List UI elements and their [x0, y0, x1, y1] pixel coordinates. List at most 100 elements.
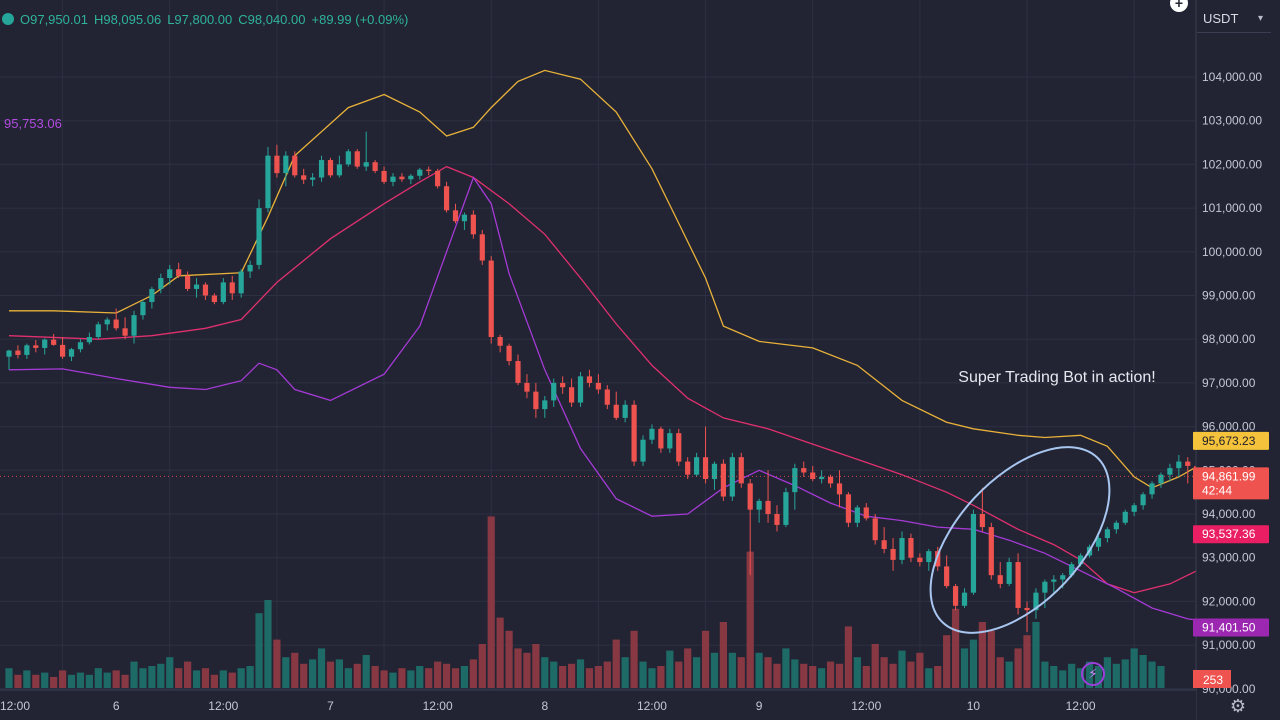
volume-bar: [478, 644, 486, 688]
candle-body: [336, 164, 343, 176]
candle: [1158, 472, 1164, 488]
candle: [640, 435, 646, 466]
candle-body: [926, 551, 932, 563]
candle-body: [613, 404, 619, 418]
change-value: +89.99 (+0.09%): [311, 11, 409, 27]
volume-bar: [255, 613, 263, 688]
volume-bar: [407, 670, 415, 688]
candle: [185, 271, 191, 292]
lightning-icon[interactable]: ⚡: [1081, 662, 1105, 686]
volume-bar: [862, 666, 870, 688]
price-badge-text: 95,673.23: [1202, 434, 1256, 448]
volume-bar: [389, 672, 397, 688]
volume-bar: [442, 663, 451, 688]
candle: [836, 470, 843, 508]
candle-body: [1167, 468, 1173, 475]
volume-bar: [576, 659, 585, 688]
price-badge-text: 93,537.36: [1202, 527, 1256, 541]
candle: [149, 286, 155, 309]
candle: [899, 531, 905, 565]
volume-bar: [559, 666, 567, 688]
volume-bar: [264, 600, 272, 688]
candle: [1185, 457, 1191, 484]
candle-body: [908, 538, 914, 558]
add-icon[interactable]: +: [1170, 0, 1188, 12]
volume-bar: [978, 622, 986, 688]
candle-body: [944, 566, 950, 587]
volume-bar: [943, 635, 951, 688]
volume-bar: [1014, 648, 1022, 688]
candle: [193, 278, 200, 298]
volume-bar: [1032, 622, 1040, 688]
candle: [122, 317, 128, 340]
currency-label: USDT: [1203, 11, 1239, 26]
candle: [24, 343, 30, 359]
volume-bar: [166, 657, 174, 688]
volume-bar: [5, 668, 13, 688]
volume-bar: [362, 655, 370, 688]
candle-body: [515, 361, 521, 383]
price-tick-label: 92,000.00: [1202, 594, 1256, 608]
volume-bar: [907, 661, 915, 688]
grid: [0, 0, 1242, 690]
price-tick-label: 104,000.00: [1202, 70, 1262, 84]
candle-body: [1131, 505, 1137, 512]
candle: [595, 374, 601, 394]
candle-body: [42, 339, 48, 348]
candle: [426, 166, 432, 176]
currency-selector[interactable]: USDT ▾: [1197, 5, 1271, 33]
candle-body: [122, 328, 128, 336]
candle: [515, 354, 521, 386]
volume-bar: [139, 668, 147, 688]
volume-bar: [1121, 659, 1129, 688]
volume-bar: [416, 666, 424, 688]
candle: [1104, 527, 1110, 543]
volume-bar: [630, 630, 638, 688]
volume-bar: [460, 666, 469, 688]
low-value: L97,800.00: [167, 11, 233, 27]
volume-bar: [898, 650, 906, 688]
candle: [1131, 503, 1137, 517]
volume-bar: [684, 648, 692, 688]
candle-body: [59, 344, 66, 357]
candle-body: [729, 457, 735, 497]
candle: [310, 173, 316, 187]
price-axis: [1196, 0, 1280, 720]
candle: [77, 339, 84, 353]
volume-bar: [14, 674, 22, 688]
candle-body: [1033, 592, 1039, 611]
indicator-value-label: 95,753.06: [4, 116, 62, 131]
candle: [1006, 557, 1012, 587]
gear-icon[interactable]: ⚙: [1229, 695, 1247, 716]
candle-body: [1095, 538, 1102, 547]
candle-body: [1051, 579, 1057, 582]
candle-body: [506, 345, 512, 362]
price-badge-upper: 95,673.23: [1193, 431, 1269, 450]
candle-body: [622, 404, 628, 418]
volume-bar: [505, 630, 513, 688]
candle-body: [292, 155, 298, 176]
candle-body: [211, 295, 217, 303]
candle: [15, 345, 21, 359]
candle-body: [935, 551, 941, 567]
candle-body: [694, 457, 700, 475]
candle-body: [863, 507, 869, 519]
candle-body: [220, 282, 226, 303]
volume-bar: [612, 639, 620, 688]
volume-bar: [210, 674, 218, 688]
candle: [524, 374, 530, 399]
price-badge-bg: [1193, 431, 1269, 450]
volume-bar: [585, 668, 594, 688]
candle-body: [417, 169, 423, 176]
candle-body: [193, 284, 200, 289]
time-tick-label: 12:00: [0, 699, 30, 713]
candle: [917, 553, 923, 567]
candle-body: [524, 382, 530, 392]
candle-body: [560, 382, 566, 388]
candle: [1149, 481, 1155, 499]
candle: [881, 527, 887, 554]
candle-body: [149, 288, 155, 303]
candle-body: [988, 527, 994, 576]
candle-body: [327, 160, 334, 176]
